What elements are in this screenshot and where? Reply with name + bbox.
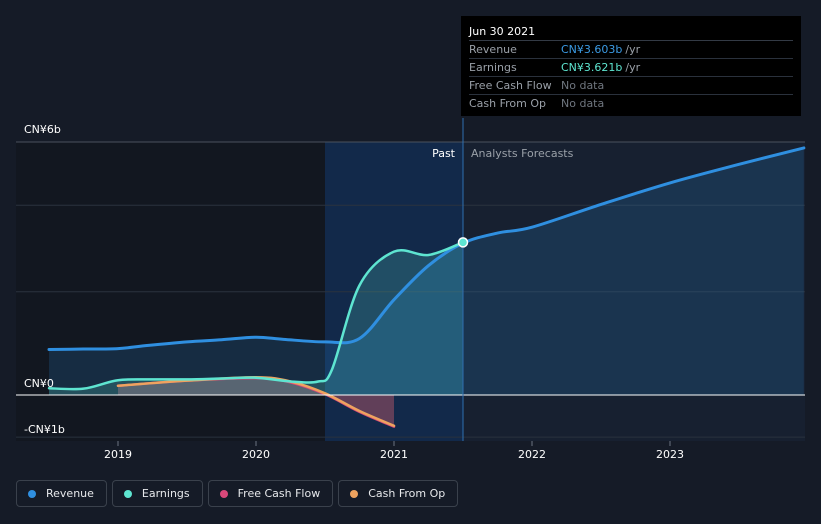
past-label: Past — [432, 147, 456, 160]
tooltip-label: Cash From Op — [469, 97, 547, 110]
series-fills — [49, 147, 804, 427]
legend-item-revenue[interactable]: Revenue — [16, 480, 107, 507]
tooltip-unit: /yr — [625, 61, 641, 74]
forecast-label: Analysts Forecasts — [471, 147, 574, 160]
legend-item-free-cash-flow[interactable]: Free Cash Flow — [207, 480, 334, 507]
series-fill — [49, 147, 804, 395]
earnings-dot-icon — [123, 489, 132, 498]
tooltip-label: Free Cash Flow — [469, 79, 552, 92]
tooltip-row-cash-from-op: Cash From Op No data — [469, 95, 793, 112]
free-cash-flow-dot-icon — [219, 489, 228, 498]
x-tick-label: 2019 — [104, 448, 132, 461]
tooltip-row-free-cash-flow: Free Cash Flow No data — [469, 77, 793, 95]
gridlines — [16, 141, 805, 438]
legend-item-earnings[interactable]: Earnings — [111, 480, 203, 507]
series-fill — [118, 378, 394, 427]
x-tick-label: 2021 — [380, 448, 408, 461]
legend-item-cash-from-op[interactable]: Cash From Op — [338, 480, 459, 507]
series-lines — [47, 146, 806, 428]
tooltip-label: Earnings — [469, 61, 517, 74]
tooltip-date: Jun 30 2021 — [469, 24, 793, 41]
series-line — [47, 241, 465, 391]
tooltip-value: CN¥3.603b — [561, 43, 623, 56]
x-tick-label: 2020 — [242, 448, 270, 461]
tooltip: Jun 30 2021 Revenue CN¥3.603b /yr Earnin… — [461, 16, 801, 116]
x-tick-label: 2023 — [656, 448, 684, 461]
y-tick-label-6b: CN¥6b — [24, 123, 61, 136]
x-tick-label: 2022 — [518, 448, 546, 461]
tooltip-row-revenue: Revenue CN¥3.603b /yr — [469, 41, 793, 59]
x-axis-ticks: 2019 2020 2021 2022 2023 — [104, 441, 684, 461]
y-tick-label-neg1b: -CN¥1b — [24, 423, 65, 436]
series-line — [47, 146, 806, 351]
legend-label: Free Cash Flow — [237, 487, 321, 500]
legend: Revenue Earnings Free Cash Flow Cash Fro… — [16, 480, 459, 509]
series-fill — [118, 377, 394, 426]
tooltip-value: CN¥3.621b — [561, 61, 623, 74]
highlight-point[interactable] — [457, 237, 469, 248]
y-tick-label-0: CN¥0 — [24, 377, 54, 390]
tooltip-value: No data — [561, 79, 605, 92]
legend-label: Cash From Op — [368, 487, 446, 500]
series-fill — [49, 242, 463, 395]
cash-from-op-dot-icon — [350, 489, 359, 498]
revenue-dot-icon — [28, 489, 36, 498]
tooltip-unit: /yr — [625, 43, 641, 56]
tooltip-value: No data — [561, 97, 605, 110]
legend-label: Revenue — [46, 487, 94, 500]
tooltip-label: Revenue — [469, 43, 517, 56]
tooltip-row-earnings: Earnings CN¥3.621b /yr — [469, 59, 793, 77]
legend-label: Earnings — [141, 487, 190, 500]
